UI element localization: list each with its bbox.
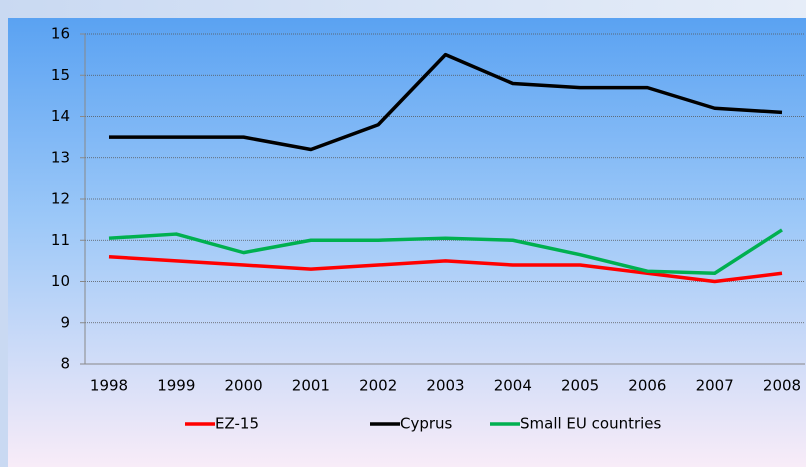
series-line	[109, 52, 783, 152]
x-tick-label: 2000	[225, 377, 263, 395]
x-tick-label: 1998	[90, 377, 128, 395]
y-tick-label: 12	[51, 190, 70, 208]
x-tick-label: 2008	[763, 377, 801, 395]
x-tick-label: 2007	[696, 377, 734, 395]
x-tick-label: 2002	[359, 377, 397, 395]
y-tick-label: 10	[51, 272, 70, 290]
y-tick-label: 9	[60, 313, 70, 331]
y-tick-label: 11	[51, 231, 70, 249]
x-tick-label: 2004	[494, 377, 532, 395]
x-tick-label: 2005	[561, 377, 599, 395]
y-tick-label: 8	[60, 355, 70, 373]
x-tick-label: 2001	[292, 377, 330, 395]
y-tick-label: 14	[51, 107, 70, 125]
y-tick-label: 15	[51, 66, 70, 84]
legend-label: Small EU countries	[520, 415, 662, 433]
x-tick-label: 2006	[628, 377, 666, 395]
legend-label: EZ-15	[215, 415, 259, 433]
series-line	[108, 255, 783, 284]
panel	[8, 18, 806, 467]
x-tick-label: 2003	[426, 377, 464, 395]
y-tick-label: 16	[51, 25, 70, 43]
series-line	[108, 228, 783, 275]
y-tick-label: 13	[51, 148, 70, 166]
legend-label: Cyprus	[400, 415, 453, 433]
x-tick-label: 1999	[157, 377, 195, 395]
